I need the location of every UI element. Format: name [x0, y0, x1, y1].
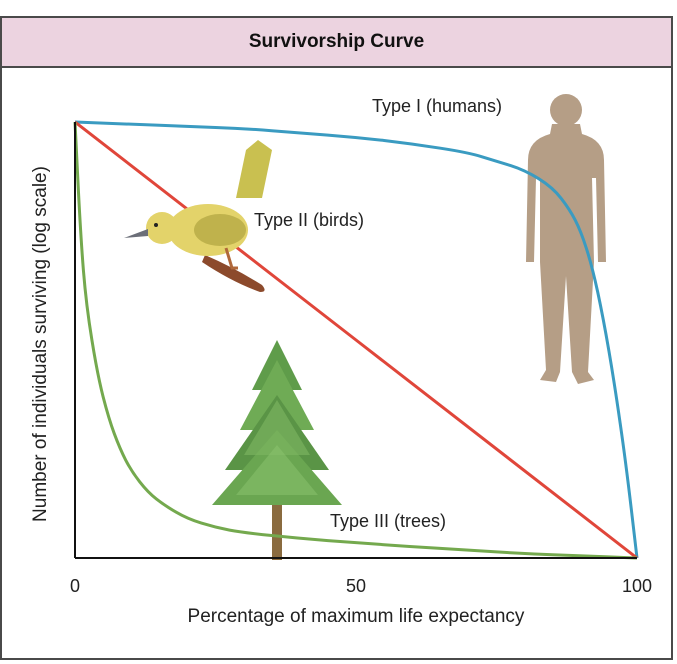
chart-title-bar: Survivorship Curve	[2, 18, 671, 68]
type-iii-curve	[73, 121, 638, 560]
series-label-type-ii: Type II (birds)	[254, 210, 364, 230]
series-label-type-iii: Type III (trees)	[330, 511, 446, 531]
y-axis-label: Number of individuals surviving (log sca…	[30, 166, 51, 522]
x-tick-label: 50	[346, 576, 366, 596]
human-silhouette-icon	[526, 94, 606, 384]
x-tick-label: 0	[70, 576, 80, 596]
series-label-type-i: Type I (humans)	[372, 96, 502, 116]
x-axis-label: Percentage of maximum life expectancy	[188, 606, 525, 627]
type-i-curve	[74, 120, 639, 559]
x-tick-label: 100	[622, 576, 652, 596]
type-ii-curve	[74, 120, 638, 560]
chart-title: Survivorship Curve	[248, 31, 425, 52]
pine-tree-icon	[212, 340, 342, 560]
bird-on-branch-icon	[124, 140, 272, 292]
curves-layer	[73, 120, 639, 560]
